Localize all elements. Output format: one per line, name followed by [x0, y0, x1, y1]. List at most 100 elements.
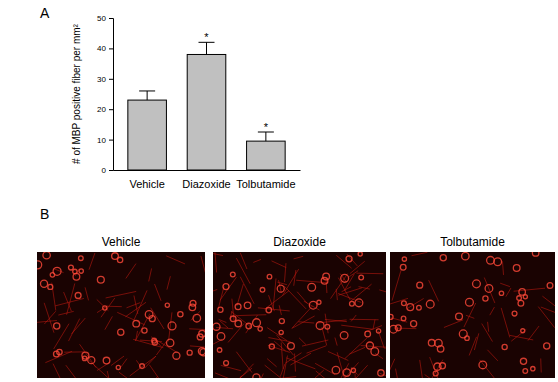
fiber — [338, 278, 350, 301]
fiber — [337, 352, 345, 378]
cell — [277, 285, 284, 292]
fiber — [253, 374, 264, 378]
fiber — [297, 292, 307, 304]
fiber — [292, 306, 312, 328]
cell — [253, 374, 260, 378]
cell — [465, 336, 469, 340]
cell — [532, 252, 539, 256]
fiber — [149, 365, 165, 378]
cell — [213, 323, 220, 330]
cell — [439, 363, 445, 369]
cell — [417, 305, 422, 310]
cell — [325, 324, 330, 329]
image-label: Vehicle — [102, 235, 141, 249]
y-tick: 20 — [97, 105, 113, 114]
fiber — [299, 338, 306, 345]
fiber — [265, 365, 290, 378]
fiber — [349, 271, 358, 277]
fiber — [53, 364, 67, 378]
cell — [103, 306, 107, 310]
fiber — [390, 359, 395, 378]
cell — [401, 316, 406, 321]
fiber — [373, 320, 375, 330]
fiber — [126, 264, 136, 279]
cell — [97, 276, 104, 283]
cell — [343, 369, 350, 376]
fiber — [218, 286, 224, 308]
micrograph — [37, 252, 205, 378]
fiber — [149, 268, 152, 281]
cell — [152, 340, 157, 345]
fiber — [511, 329, 526, 341]
y-tick-mark — [109, 140, 113, 141]
micrograph-background — [37, 252, 205, 378]
fiber — [232, 299, 234, 321]
cell — [523, 369, 528, 374]
fiber — [166, 256, 185, 264]
cell — [519, 289, 526, 296]
fiber — [140, 340, 162, 341]
fiber — [281, 343, 283, 369]
cell — [235, 304, 241, 310]
fiber — [284, 263, 285, 282]
fiber — [296, 280, 328, 283]
cell — [269, 344, 274, 349]
cell — [378, 370, 384, 376]
cell — [230, 272, 235, 277]
y-tick: 10 — [97, 136, 113, 145]
cell — [43, 252, 50, 259]
cell — [199, 330, 205, 337]
fiber — [302, 340, 328, 346]
fiber — [117, 312, 144, 324]
cell — [437, 346, 443, 352]
cell — [400, 264, 406, 270]
fiber — [53, 268, 63, 272]
fiber — [331, 274, 348, 299]
fiber — [239, 364, 254, 378]
cell — [358, 252, 362, 256]
panel-label: A — [40, 5, 50, 21]
cell — [50, 273, 54, 277]
cell — [426, 300, 434, 308]
cell — [145, 311, 153, 319]
cell — [235, 320, 241, 326]
cell — [521, 329, 525, 333]
fiber — [221, 365, 241, 370]
cell — [217, 348, 221, 352]
cell — [178, 312, 183, 317]
fiber — [506, 288, 511, 297]
fiber — [101, 298, 115, 317]
fiber — [322, 327, 327, 345]
fiber — [420, 360, 423, 378]
cell — [68, 265, 73, 270]
micrograph — [213, 252, 386, 378]
fiber — [294, 270, 296, 286]
fiber — [201, 256, 205, 273]
fiber — [126, 303, 140, 308]
fiber — [213, 254, 223, 256]
cell — [487, 257, 495, 265]
cell — [198, 348, 205, 355]
fiber — [155, 284, 162, 301]
cell — [189, 304, 196, 311]
fiber — [350, 319, 379, 320]
y-tick-label: 10 — [97, 136, 106, 145]
cell — [350, 301, 355, 306]
y-tick-label: 30 — [97, 75, 106, 84]
fiber — [151, 308, 164, 329]
fiber — [220, 277, 237, 300]
y-tick: 40 — [97, 44, 113, 53]
cell — [518, 300, 524, 306]
cell — [402, 301, 407, 306]
fiber — [541, 307, 555, 315]
error-bar-stem — [265, 132, 266, 141]
cell — [317, 300, 321, 304]
fiber — [386, 348, 387, 358]
cell — [75, 292, 81, 298]
error-bar-stem — [206, 42, 207, 54]
cell — [288, 343, 295, 350]
cell — [267, 274, 272, 279]
cell — [37, 261, 42, 269]
fiber — [121, 359, 127, 368]
fiber — [490, 307, 495, 315]
